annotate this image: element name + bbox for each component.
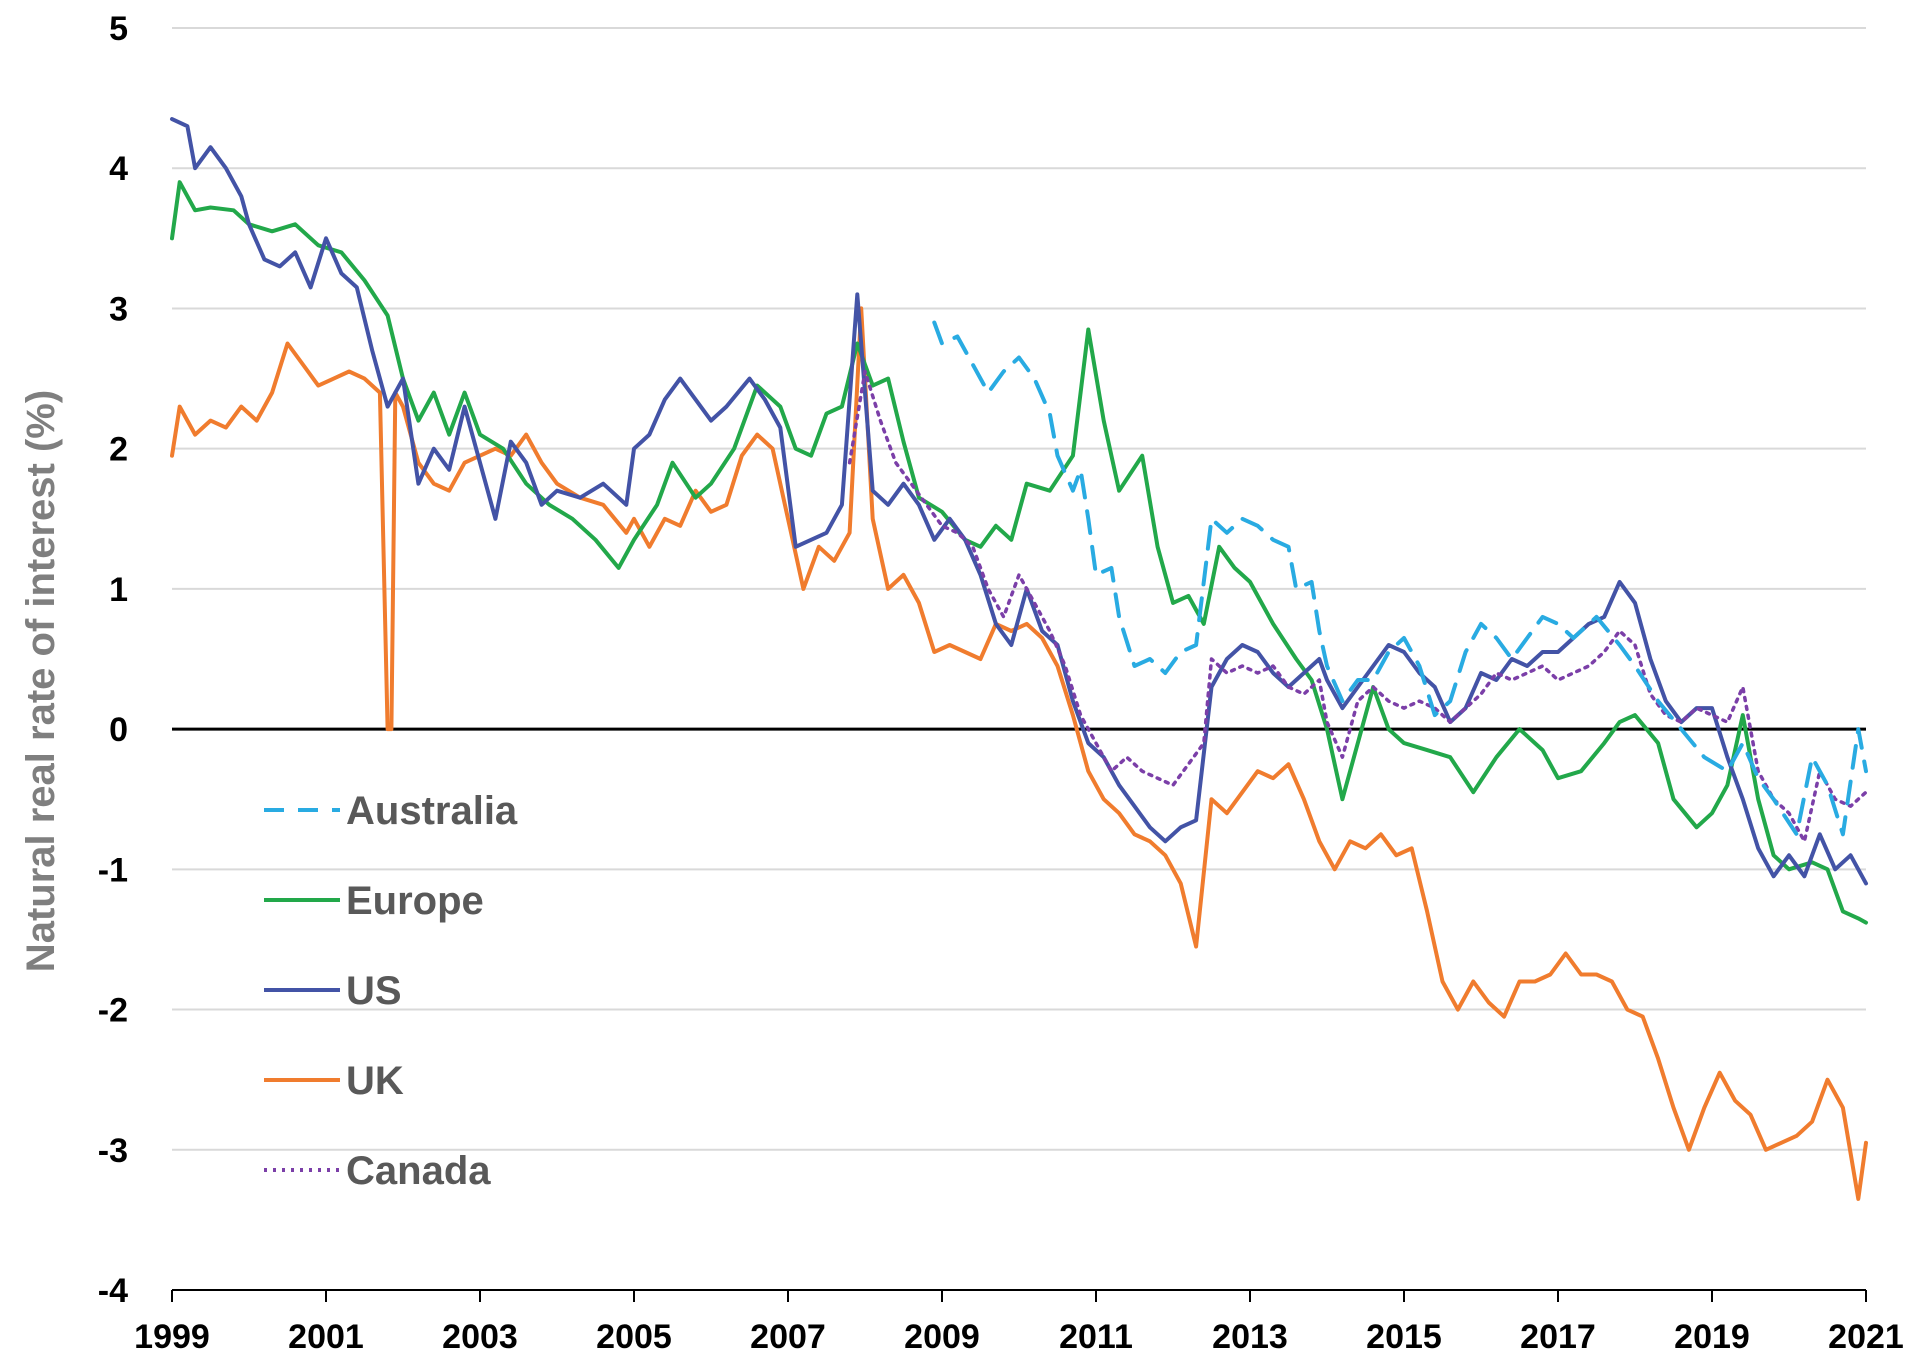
y-tick-label: 4 [109,150,128,188]
series-lines [170,117,1868,1201]
x-tick-label: 2017 [1520,1318,1596,1356]
legend-label-uk: UK [346,1059,404,1103]
x-tick-label: 2007 [750,1318,826,1356]
y-tick-label: 5 [109,10,128,48]
series-line-us [170,117,1868,886]
series-line-europe [170,180,1868,925]
y-axis-title: Natural real rate of interest (%) [19,390,63,972]
legend-label-us: US [346,969,402,1013]
y-tick-label: 0 [109,711,128,749]
y-tick-label: -2 [98,992,128,1030]
x-tick-label: 2019 [1674,1318,1750,1356]
y-tick-label: 1 [109,571,128,609]
x-tick-label: 2001 [288,1318,364,1356]
series-line-australia [932,320,1868,837]
legend-label-europe: Europe [346,879,484,923]
x-tick-label: 2021 [1828,1318,1904,1356]
legend-label-canada: Canada [346,1149,491,1193]
x-tick-label: 2013 [1212,1318,1288,1356]
x-tick-label: 2005 [596,1318,672,1356]
legend-label-australia: Australia [346,789,518,833]
y-tick-label: 3 [109,290,128,328]
y-tick-label: -4 [98,1272,128,1310]
x-tick-label: 2015 [1366,1318,1442,1356]
x-tick-label: 2011 [1059,1318,1133,1356]
series-line-uk [170,306,1868,1201]
legend: Australia Europe US UK Canada [264,789,518,1193]
y-tick-label: -1 [98,851,128,889]
series-line-canada [847,369,1868,844]
x-tick-label: 1999 [134,1318,210,1356]
x-tick-label: 2003 [442,1318,518,1356]
y-tick-label: 2 [109,431,128,469]
y-tick-label: -3 [98,1132,128,1170]
x-tick-label: 2009 [904,1318,980,1356]
